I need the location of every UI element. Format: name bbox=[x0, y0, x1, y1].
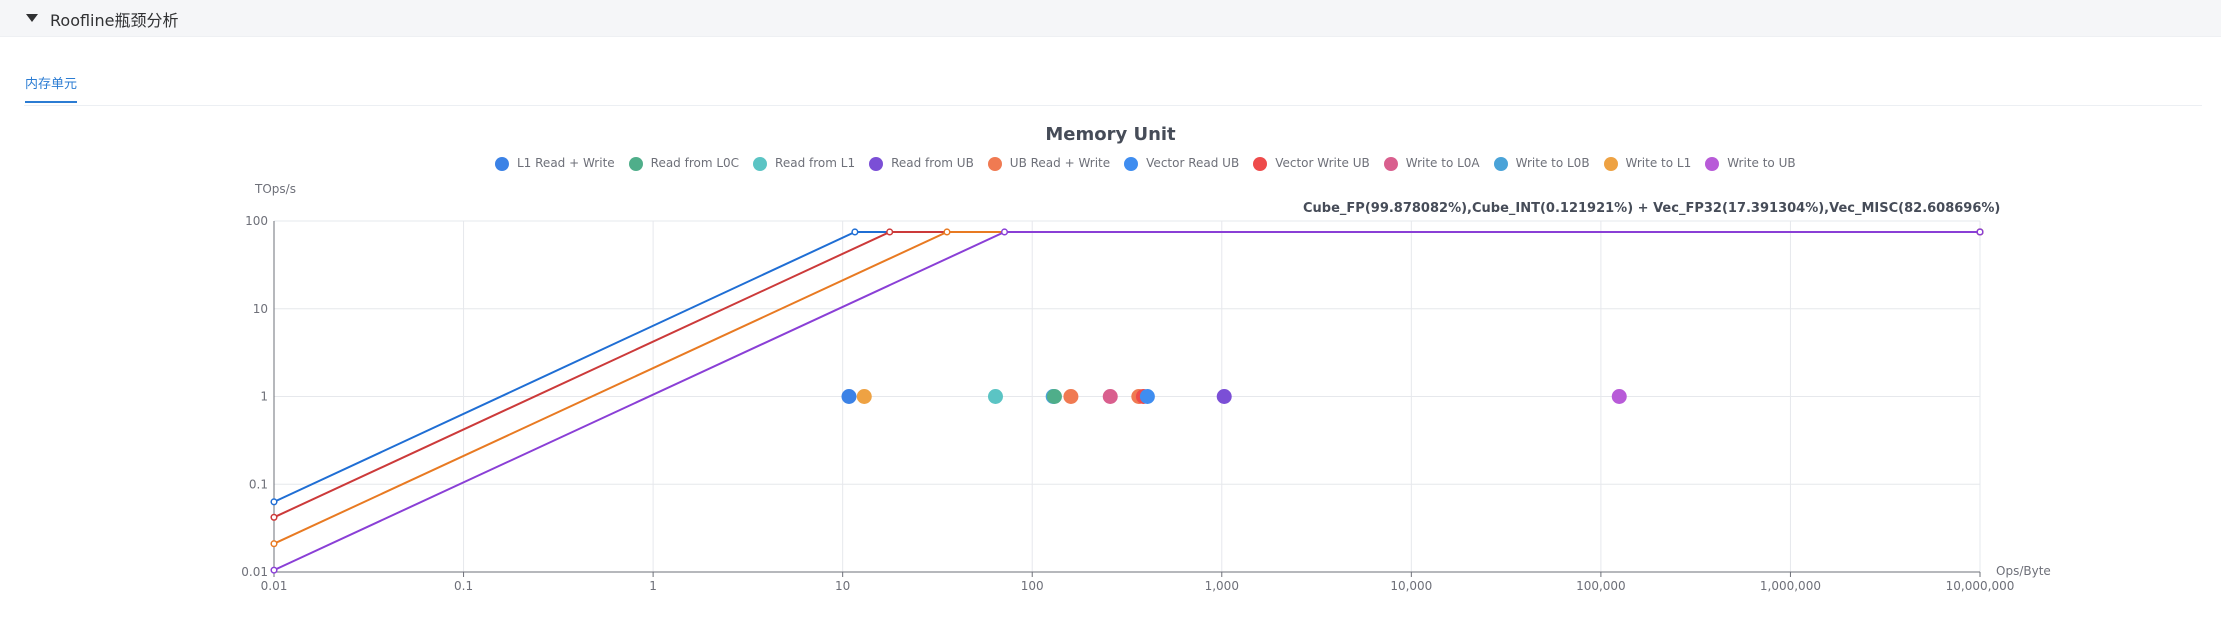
roofline-vertex bbox=[270, 540, 278, 548]
roofline-vertex bbox=[943, 228, 951, 236]
legend-marker-icon bbox=[495, 157, 509, 171]
x-tick-label: 100 bbox=[1021, 579, 1044, 593]
legend-label: UB Read + Write bbox=[1009, 156, 1111, 170]
data-point bbox=[856, 389, 872, 404]
section-title: Roofline瓶颈分析 bbox=[50, 11, 179, 30]
legend-label: Write to L1 bbox=[1625, 156, 1692, 170]
legend-marker-icon bbox=[987, 157, 1002, 171]
roofline-series-line bbox=[273, 231, 1980, 519]
legend-marker-icon bbox=[1493, 157, 1508, 171]
x-tick-label: 1,000 bbox=[1205, 579, 1239, 593]
y-tick-label: 1 bbox=[260, 390, 268, 404]
legend-marker-icon bbox=[628, 157, 643, 171]
x-tick-label: 1 bbox=[649, 579, 657, 593]
y-tick-label: 100 bbox=[245, 214, 268, 228]
data-point bbox=[1046, 389, 1062, 404]
x-tick-label: 0.01 bbox=[261, 579, 288, 593]
legend-label: Read from L1 bbox=[775, 156, 856, 170]
roofline-vertex bbox=[886, 228, 894, 236]
y-tick-label: 0.1 bbox=[249, 477, 268, 491]
caret-down-icon[interactable] bbox=[26, 14, 38, 22]
data-point bbox=[841, 389, 857, 404]
legend-label: L1 Read + Write bbox=[517, 156, 615, 170]
legend-marker-icon bbox=[869, 157, 884, 171]
x-tick-label: 0.1 bbox=[454, 579, 473, 593]
legend-label: Read from L0C bbox=[650, 156, 740, 170]
data-point bbox=[1216, 389, 1232, 404]
roofline-vertex bbox=[270, 513, 278, 521]
y-tick-label: 10 bbox=[253, 302, 268, 316]
legend-label: Write to UB bbox=[1727, 156, 1796, 170]
legend-label: Vector Read UB bbox=[1146, 156, 1240, 170]
roofline-vertex bbox=[270, 566, 278, 574]
roofline-series-line bbox=[273, 231, 1980, 503]
y-tick-label: 0.01 bbox=[241, 565, 268, 579]
roofline-vertex bbox=[1976, 228, 1984, 236]
x-tick-label: 10,000,000 bbox=[1946, 579, 2015, 593]
tab-memory-unit[interactable]: 内存单元 bbox=[25, 73, 78, 103]
roofline-vertex bbox=[1000, 228, 1009, 236]
data-point bbox=[987, 389, 1003, 404]
x-axis-label: Ops/Byte bbox=[1996, 564, 2051, 578]
legend-marker-icon bbox=[1705, 157, 1720, 171]
roofline-series-line bbox=[273, 231, 1980, 572]
data-point bbox=[1139, 389, 1155, 404]
x-tick-label: 100,000 bbox=[1576, 579, 1626, 593]
x-tick-label: 10,000 bbox=[1390, 579, 1432, 593]
legend-marker-icon bbox=[1603, 157, 1618, 171]
chart-annotation: Cube_FP(99.878082%),Cube_INT(0.121921%) … bbox=[1303, 201, 2001, 216]
legend-marker-icon bbox=[753, 157, 768, 171]
tab-bar: 内存单元 bbox=[24, 62, 2202, 106]
legend-label: Vector Write UB bbox=[1275, 156, 1370, 170]
x-tick-label: 1,000,000 bbox=[1760, 579, 1821, 593]
y-axis-label: TOps/s bbox=[255, 182, 296, 196]
legend-marker-icon bbox=[1253, 157, 1268, 171]
data-point bbox=[1063, 389, 1079, 404]
data-point bbox=[1102, 389, 1118, 404]
legend-marker-icon bbox=[1124, 157, 1139, 171]
section-header[interactable]: Roofline瓶颈分析 bbox=[0, 0, 2221, 37]
roofline-series-line bbox=[273, 231, 1980, 545]
roofline-vertex bbox=[851, 228, 859, 236]
chart-title: Memory Unit bbox=[1045, 124, 1176, 145]
data-point bbox=[1611, 389, 1627, 404]
legend-label: Write to L0A bbox=[1405, 156, 1480, 170]
roofline-vertex bbox=[270, 498, 278, 506]
legend-label: Write to L0B bbox=[1515, 156, 1590, 170]
legend-marker-icon bbox=[1383, 157, 1398, 171]
legend-label: Read from UB bbox=[891, 156, 974, 170]
x-tick-label: 10 bbox=[835, 579, 850, 593]
